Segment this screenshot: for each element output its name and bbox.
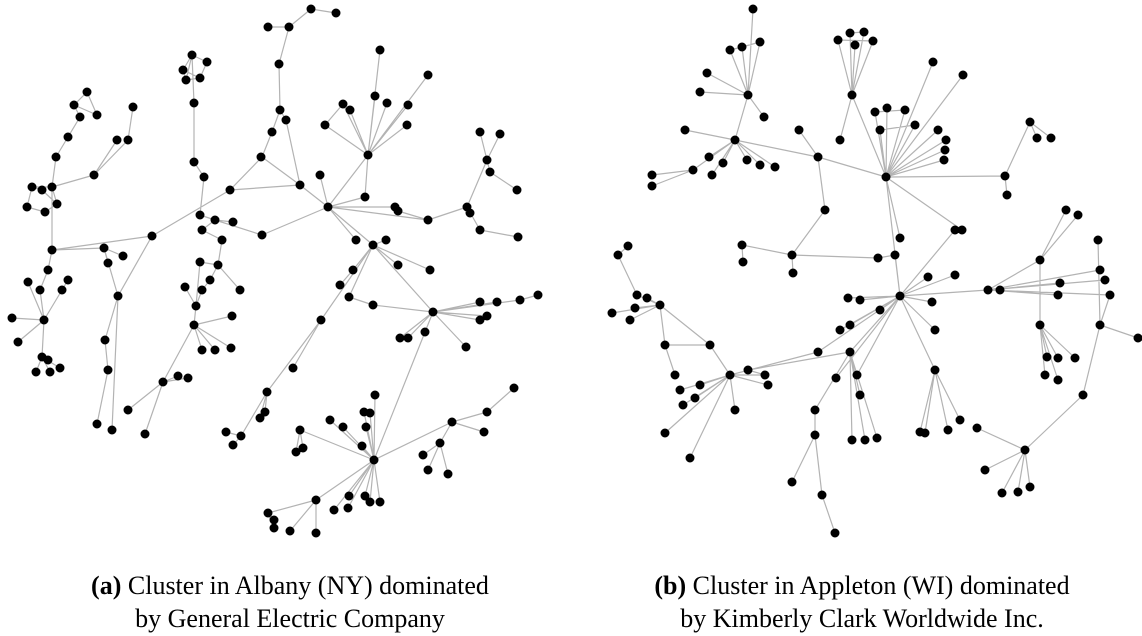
caption-b-line-1: (b) Cluster in Appleton (WI) dominated	[654, 571, 1069, 600]
caption-a-line-2: by General Electric Company	[135, 604, 445, 633]
network-b	[607, 4, 1142, 538]
caption-label: (b)	[654, 571, 686, 600]
caption-a-line-1: (a) Cluster in Albany (NY) dominated	[91, 571, 489, 600]
caption-text: Cluster in Appleton (WI) dominated	[693, 571, 1070, 600]
caption-label: (a)	[91, 571, 121, 600]
edges	[11, 8, 539, 533]
nodes	[607, 4, 1142, 538]
network-a	[7, 4, 543, 538]
nodes	[7, 4, 543, 538]
caption-b-line-2: by Kimberly Clark Worldwide Inc.	[680, 604, 1044, 633]
caption-text: Cluster in Albany (NY) dominated	[128, 571, 489, 600]
